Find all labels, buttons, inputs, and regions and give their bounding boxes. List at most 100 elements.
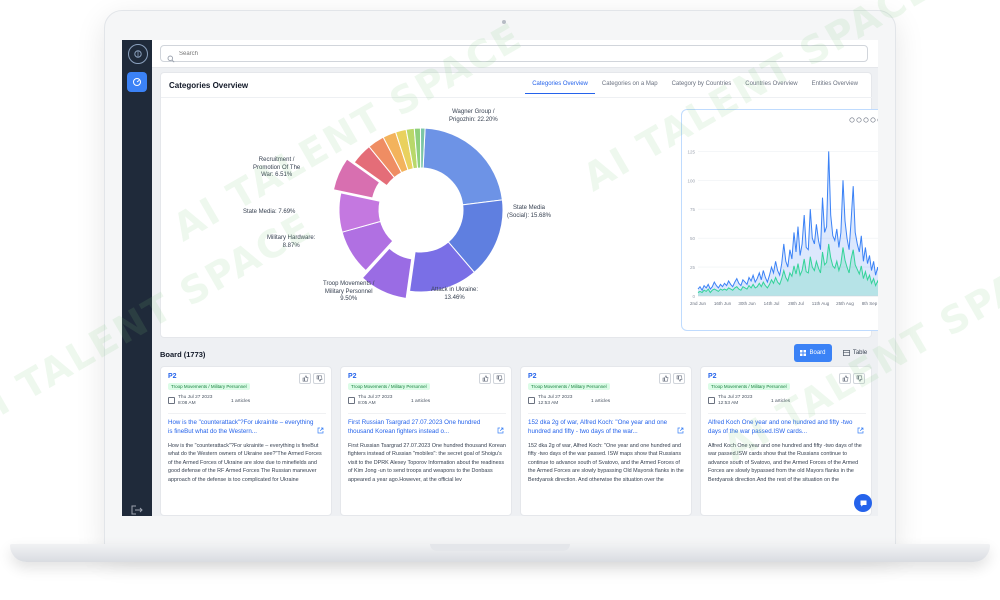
x-tick-label: 8th Sep <box>862 301 878 306</box>
table-view-button[interactable]: Table <box>838 344 872 362</box>
timeline-chart-card: 0 25 50 75 100 125 2nd Jun 16th Jun 30th Jun 14th… <box>681 109 878 331</box>
tab-categories-on-map[interactable]: Categories on a Map <box>601 81 658 87</box>
dashboard-icon[interactable] <box>127 72 147 92</box>
card-divider <box>528 413 686 414</box>
thumbs-down-icon[interactable] <box>673 373 685 384</box>
card-body: How is the "counterattack"?For ukrainite… <box>168 443 322 483</box>
tab-category-by-countries[interactable]: Category by Countries <box>671 81 732 87</box>
search-box[interactable] <box>160 45 868 63</box>
label-recruitment: Recruitment / Promotion Of The War: 6.51% <box>253 157 301 178</box>
articles-count: 1 articles <box>771 399 791 404</box>
donut-slice[interactable] <box>419 127 426 169</box>
donut-slice[interactable] <box>408 241 475 293</box>
calendar-icon <box>168 397 175 404</box>
card-body: First Russian Tsargrad 27.07.2023 One hu… <box>348 443 506 483</box>
label-military-hardware: Military Hardware: 8.87% <box>267 235 316 249</box>
timeline-chart: 0 25 50 75 100 125 2nd Jun 16th Jun 30th Jun 14th… <box>687 117 878 306</box>
y-tick-label: 100 <box>687 178 695 183</box>
articles-count: 1 articles <box>591 399 611 404</box>
vote-group <box>839 373 865 384</box>
pan-icon[interactable] <box>870 117 876 123</box>
external-link-icon[interactable] <box>317 421 324 439</box>
priority-label: P2 <box>708 373 717 380</box>
logout-icon[interactable] <box>130 502 144 515</box>
board-view-button[interactable]: Board <box>794 344 832 362</box>
board-card[interactable]: P2 Troop Movements / Military Personnel … <box>160 366 332 516</box>
external-link-icon[interactable] <box>677 421 684 439</box>
logo-icon[interactable] <box>128 44 148 64</box>
calendar-icon <box>708 397 715 404</box>
thumbs-up-icon[interactable] <box>299 373 311 384</box>
donut-slice[interactable] <box>422 127 503 206</box>
donut-chart: Wagner Group / Prigozhin: 22.20% State Me… <box>243 105 561 335</box>
zoom-out-icon[interactable] <box>856 117 862 123</box>
search-icon <box>167 50 175 68</box>
categories-panel: Categories Overview Categories Overview … <box>160 72 878 338</box>
table-icon <box>842 350 850 356</box>
donut-svg <box>332 127 504 299</box>
y-tick-label: 0 <box>692 294 695 299</box>
thumbs-down-icon[interactable] <box>493 373 505 384</box>
thumbs-down-icon[interactable] <box>853 373 865 384</box>
tab-countries-overview[interactable]: Countries Overview <box>745 81 798 87</box>
donut-slice[interactable] <box>338 192 382 233</box>
calendar-icon <box>528 397 535 404</box>
board-title: Board (1773) <box>160 350 206 359</box>
x-tick-label: 11th Aug <box>812 301 830 306</box>
tab-bar: Categories Overview Categories on a Map … <box>525 77 865 94</box>
grid-icon <box>800 350 807 356</box>
divider <box>161 97 873 98</box>
card-title-link[interactable]: 152 dka 2g of war, Alfred Koch: "One yea… <box>528 419 668 435</box>
donut-slice[interactable] <box>361 247 413 299</box>
category-badge: Troop Movements / Military Personnel <box>348 383 430 390</box>
board-card[interactable]: P2 Troop Movements / Military Personnel … <box>340 366 512 516</box>
card-date: Thu Jul 27 2023 12:53 AM <box>538 395 573 407</box>
card-title-link[interactable]: How is the "counterattack"?For ukrainite… <box>168 419 314 435</box>
board-card[interactable]: P2 Troop Movements / Military Personnel … <box>700 366 872 516</box>
card-date: Thu Jul 27 2023 8:08 AM <box>178 395 213 407</box>
laptop-camera <box>502 20 506 24</box>
vote-group <box>299 373 325 384</box>
card-date: Thu Jul 27 2023 8:05 AM <box>358 395 393 407</box>
chart-toolbar <box>849 117 878 123</box>
priority-label: P2 <box>168 373 177 380</box>
card-body: Alfred Koch One year and one hundred and… <box>708 443 862 483</box>
donut-slice[interactable] <box>332 158 381 199</box>
thumbs-up-icon[interactable] <box>479 373 491 384</box>
tab-categories-overview[interactable]: Categories Overview <box>525 77 595 94</box>
card-title-link[interactable]: Alfred Koch One year and one hundred and… <box>708 419 853 435</box>
zoom-in-icon[interactable] <box>849 117 855 123</box>
board-card[interactable]: P2 Troop Movements / Military Personnel … <box>520 366 692 516</box>
priority-label: P2 <box>528 373 537 380</box>
articles-count: 1 articles <box>411 399 431 404</box>
top-bar <box>152 40 878 68</box>
x-tick-label: 14th Jul <box>764 301 780 306</box>
card-title-link[interactable]: First Russian Tsargrad 27.07.2023 One hu… <box>348 419 481 435</box>
vote-group <box>659 373 685 384</box>
table-view-label: Table <box>852 350 868 356</box>
category-badge: Troop Movements / Military Personnel <box>708 383 790 390</box>
card-divider <box>348 413 506 414</box>
x-tick-label: 16th Jun <box>714 301 732 306</box>
search-zoom-icon[interactable] <box>863 117 869 123</box>
external-link-icon[interactable] <box>857 421 864 439</box>
label-troop-movements: Troop Movements / Military Personnel 9.50% <box>323 281 375 302</box>
search-input[interactable] <box>179 48 849 60</box>
board-cards: P2 Troop Movements / Military Personnel … <box>160 366 872 516</box>
vote-group <box>479 373 505 384</box>
articles-count: 1 articles <box>231 399 251 404</box>
y-tick-label: 50 <box>690 236 696 241</box>
chat-icon[interactable] <box>854 494 872 512</box>
thumbs-down-icon[interactable] <box>313 373 325 384</box>
label-state-media-social: State Media (Social): 15.68% <box>507 205 552 219</box>
tab-entities-overview[interactable]: Entities Overview <box>811 81 858 87</box>
priority-label: P2 <box>348 373 357 380</box>
thumbs-up-icon[interactable] <box>659 373 671 384</box>
laptop-base <box>10 544 990 562</box>
calendar-icon <box>348 397 355 404</box>
label-state-media: State Media: 7.69% <box>243 209 296 215</box>
card-divider <box>168 413 326 414</box>
thumbs-up-icon[interactable] <box>839 373 851 384</box>
external-link-icon[interactable] <box>497 421 504 439</box>
